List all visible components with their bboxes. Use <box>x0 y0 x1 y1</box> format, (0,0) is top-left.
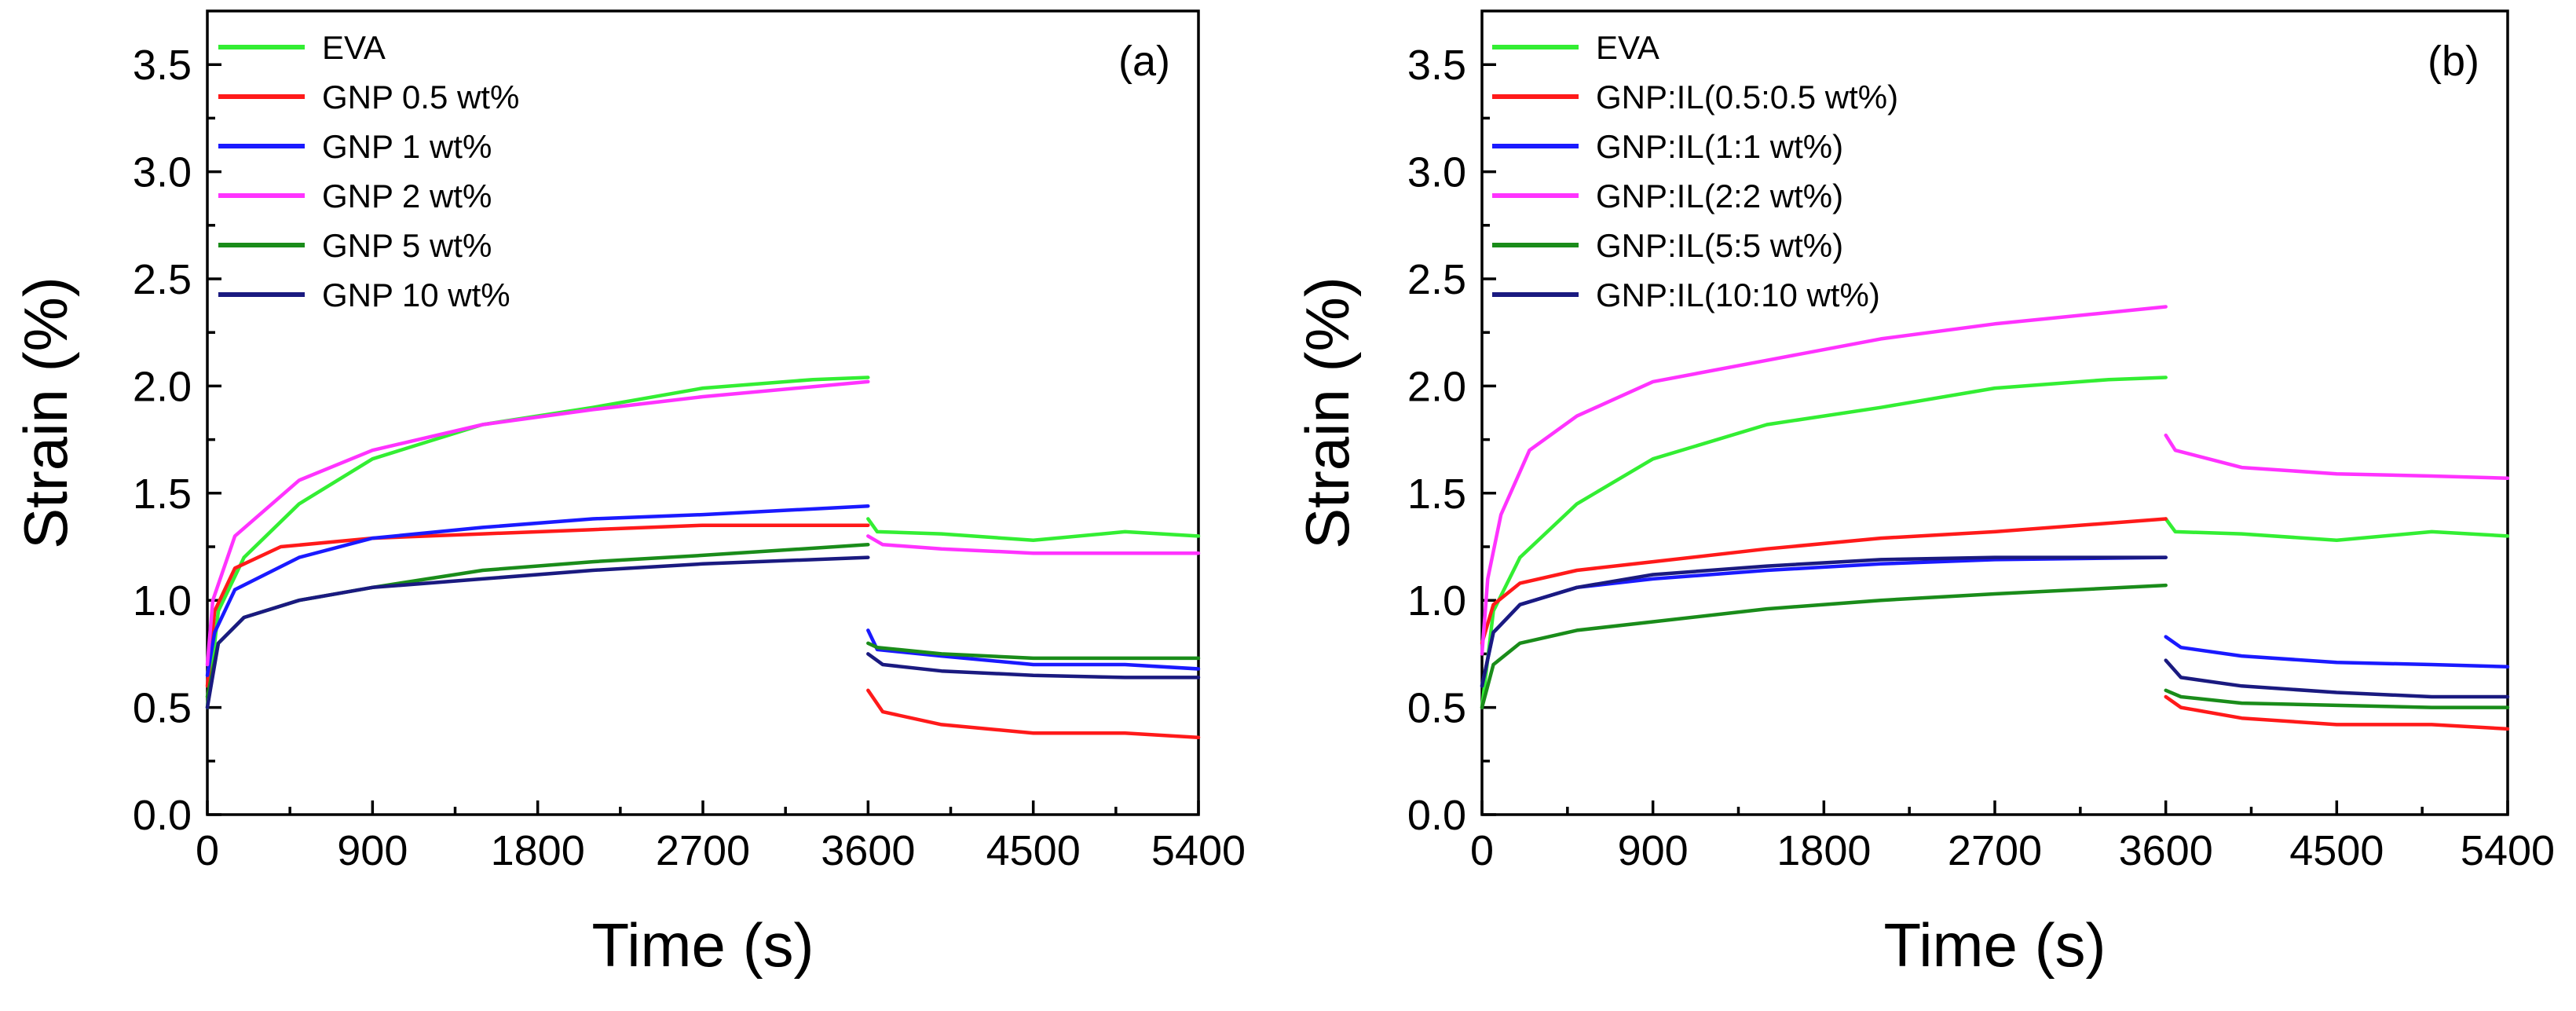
y-tick-label: 3.0 <box>1407 149 1466 196</box>
legend-entry: GNP:IL(5:5 wt%) <box>1492 227 1843 264</box>
series-line-recovery <box>2164 517 2510 543</box>
series-line-creep <box>1480 375 2168 709</box>
y-tick-label: 3.5 <box>133 42 192 89</box>
series-line-recovery <box>866 652 1201 679</box>
legend-entry: GNP:IL(10:10 wt%) <box>1492 277 1880 313</box>
series-eva <box>1480 375 2510 709</box>
legend-label: GNP:IL(2:2 wt%) <box>1596 178 1843 214</box>
panel-b-strain-chart: 0 900 1800 2700 3600 4500 5400 0.0 0.5 1.0 1.5 2.0 2… <box>1293 9 2555 980</box>
series-line-creep <box>1480 555 2168 688</box>
y-axis-title: Strain (%) <box>1293 277 1362 549</box>
x-tick-label: 4500 <box>2289 827 2384 874</box>
series-line-creep <box>1480 305 2168 656</box>
legend-entry: GNP:IL(0.5:0.5 wt%) <box>1492 79 1898 115</box>
series-line-creep <box>205 504 870 677</box>
legend-label: GNP 5 wt% <box>322 227 492 264</box>
legend-entry: GNP 10 wt% <box>218 277 510 313</box>
y-axis-title: Strain (%) <box>11 277 80 549</box>
legend-label: EVA <box>1596 29 1659 66</box>
y-tick-label: 3.5 <box>1407 42 1466 89</box>
y-tick-label: 0.5 <box>1407 685 1466 732</box>
series-line-creep <box>1480 517 2168 646</box>
series-line-recovery <box>2164 635 2510 669</box>
legend-entry: GNP:IL(1:1 wt%) <box>1492 128 1843 165</box>
series-gnp-il-0-5-0-5-wt <box>1480 517 2510 731</box>
series-line-recovery <box>866 628 1201 671</box>
x-tick-label: 4500 <box>986 827 1081 874</box>
series-gnp-il-10-10-wt <box>1480 555 2510 699</box>
series-line-creep <box>205 379 870 667</box>
y-tick-label: 2.0 <box>133 363 192 410</box>
panel-label: (b) <box>2428 38 2479 85</box>
series-gnp-2-wt <box>205 379 1201 667</box>
y-tick-label: 0.0 <box>133 792 192 839</box>
series-line-recovery <box>866 641 1201 661</box>
y-tick-label: 2.0 <box>1407 363 1466 410</box>
legend-entry: GNP 5 wt% <box>218 227 492 264</box>
series-line-recovery <box>2164 658 2510 699</box>
series-line-recovery <box>2164 433 2510 480</box>
series-eva <box>205 375 1201 709</box>
panel-a-strain-chart: 0 900 1800 2700 3600 4500 5400 0.0 0.5 1.0 1.5 2.0 2… <box>11 9 1246 980</box>
x-axis-title: Time (s) <box>591 910 814 980</box>
x-tick-label: 0 <box>196 827 219 874</box>
legend-label: EVA <box>322 29 386 66</box>
x-axis-title: Time (s) <box>1883 910 2106 980</box>
legend-label: GNP:IL(1:1 wt%) <box>1596 128 1843 165</box>
legend-entry: GNP 0.5 wt% <box>218 79 519 115</box>
series-line-recovery <box>866 688 1201 740</box>
legend-label: GNP 0.5 wt% <box>322 79 519 115</box>
series-line-recovery <box>866 534 1201 555</box>
legend-label: GNP:IL(10:10 wt%) <box>1596 277 1880 313</box>
y-tick-label: 3.0 <box>133 149 192 196</box>
y-tick-label: 2.5 <box>1407 256 1466 303</box>
panel-label: (a) <box>1118 38 1170 85</box>
y-tick-label: 2.5 <box>133 256 192 303</box>
legend-entry: GNP 2 wt% <box>218 178 492 214</box>
legend-label: GNP 1 wt% <box>322 128 492 165</box>
legend-label: GNP:IL(0.5:0.5 wt%) <box>1596 79 1898 115</box>
y-tick-label: 1.5 <box>133 471 192 518</box>
x-tick-label: 2700 <box>1948 827 2042 874</box>
x-tick-label: 1800 <box>491 827 585 874</box>
y-tick-label: 0.0 <box>1407 792 1466 839</box>
legend-entry: GNP:IL(2:2 wt%) <box>1492 178 1843 214</box>
series-line-creep <box>1480 555 2168 688</box>
x-tick-label: 0 <box>1470 827 1494 874</box>
legend-label: GNP 2 wt% <box>322 178 492 214</box>
series-line-recovery <box>2164 694 2510 731</box>
series-gnp-0-5-wt <box>205 523 1201 740</box>
legend-label: GNP:IL(5:5 wt%) <box>1596 227 1843 264</box>
series-line-recovery <box>866 517 1201 543</box>
series-line-creep <box>205 375 870 709</box>
y-tick-label: 0.5 <box>133 685 192 732</box>
legend-entry: EVA <box>1492 29 1659 66</box>
legend-entry: GNP 1 wt% <box>218 128 492 165</box>
legend-label: GNP 10 wt% <box>322 277 510 313</box>
series-line-creep <box>205 543 870 699</box>
legend-entry: EVA <box>218 29 386 66</box>
x-tick-label: 900 <box>1618 827 1689 874</box>
series-line-creep <box>205 555 870 709</box>
y-tick-label: 1.0 <box>133 577 192 625</box>
x-tick-label: 5400 <box>2461 827 2555 874</box>
x-tick-label: 900 <box>337 827 408 874</box>
x-tick-label: 5400 <box>1151 827 1246 874</box>
x-tick-label: 3600 <box>2119 827 2213 874</box>
x-tick-label: 1800 <box>1776 827 1871 874</box>
series-gnp-10-wt <box>205 555 1201 709</box>
y-tick-label: 1.5 <box>1407 471 1466 518</box>
series-line-recovery <box>2164 688 2510 709</box>
x-tick-label: 3600 <box>821 827 915 874</box>
series-line-creep <box>1480 583 2168 709</box>
series-gnp-il-2-2-wt <box>1480 305 2510 656</box>
y-tick-label: 1.0 <box>1407 577 1466 625</box>
series-gnp-il-5-5-wt <box>1480 583 2510 709</box>
x-tick-label: 2700 <box>656 827 750 874</box>
